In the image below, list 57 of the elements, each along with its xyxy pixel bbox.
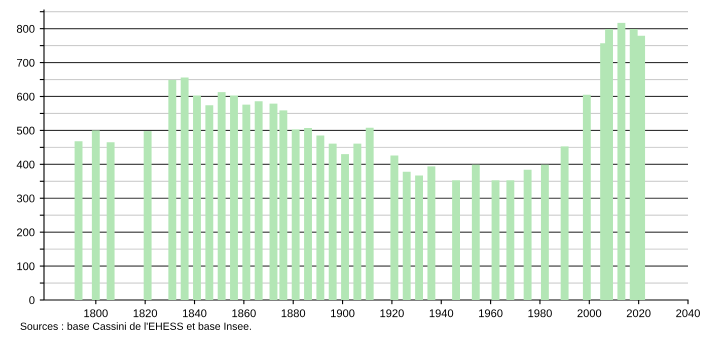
bar [304, 128, 312, 300]
y-tick-label: 600 [17, 92, 35, 101]
bar [452, 180, 460, 300]
x-tick-label: 1940 [430, 309, 454, 318]
bar [205, 105, 214, 300]
bar [427, 166, 436, 300]
bar [328, 144, 337, 300]
bar [402, 172, 411, 300]
bar [180, 77, 189, 300]
y-tick-label: 100 [17, 262, 35, 270]
y-tick-label: 800 [16, 24, 35, 33]
bar [292, 129, 300, 300]
x-tick-label: 1840 [183, 309, 206, 318]
y-tick-label: 200 [16, 228, 35, 236]
bar [341, 154, 349, 300]
y-tick-label: 700 [17, 58, 35, 67]
x-tick-label: 1820 [134, 309, 158, 318]
x-tick-label: 2040 [676, 309, 700, 318]
x-tick-label: 1920 [380, 309, 404, 318]
y-tick-label: 300 [16, 194, 35, 202]
bar [92, 130, 100, 300]
x-tick-label: 1960 [479, 309, 503, 318]
source-note: Sources : base Cassini de l'EHESS et base Insee. [20, 322, 251, 330]
bar [492, 180, 500, 300]
bar [316, 135, 324, 300]
bar [270, 104, 278, 300]
bar [472, 164, 480, 300]
bar [218, 92, 226, 300]
bar [242, 104, 250, 300]
y-tick-label: 0 [29, 296, 35, 304]
bar [366, 128, 374, 300]
bar [617, 22, 626, 300]
bar [279, 110, 288, 300]
bar [144, 131, 152, 300]
x-tick-label: 2000 [578, 309, 602, 318]
bar [415, 176, 423, 300]
y-tick-label: 400 [16, 160, 35, 168]
bar [353, 144, 362, 300]
bar [106, 142, 115, 300]
bar [168, 80, 176, 300]
bar [193, 95, 201, 300]
bar [74, 141, 82, 300]
bar [390, 156, 398, 300]
x-tick-label: 1980 [528, 309, 552, 318]
x-tick-label: 1800 [84, 309, 108, 318]
x-tick-label: 2020 [626, 309, 651, 318]
x-tick-label: 1900 [331, 309, 354, 318]
bar [506, 180, 514, 300]
bar [524, 170, 532, 300]
bar [540, 164, 549, 300]
x-tick-label: 1860 [232, 309, 256, 318]
bar [560, 146, 569, 300]
bar [254, 101, 263, 300]
bar [230, 95, 238, 300]
y-tick-label: 500 [16, 126, 35, 135]
x-tick-label: 1880 [282, 309, 306, 318]
bar [582, 94, 591, 300]
